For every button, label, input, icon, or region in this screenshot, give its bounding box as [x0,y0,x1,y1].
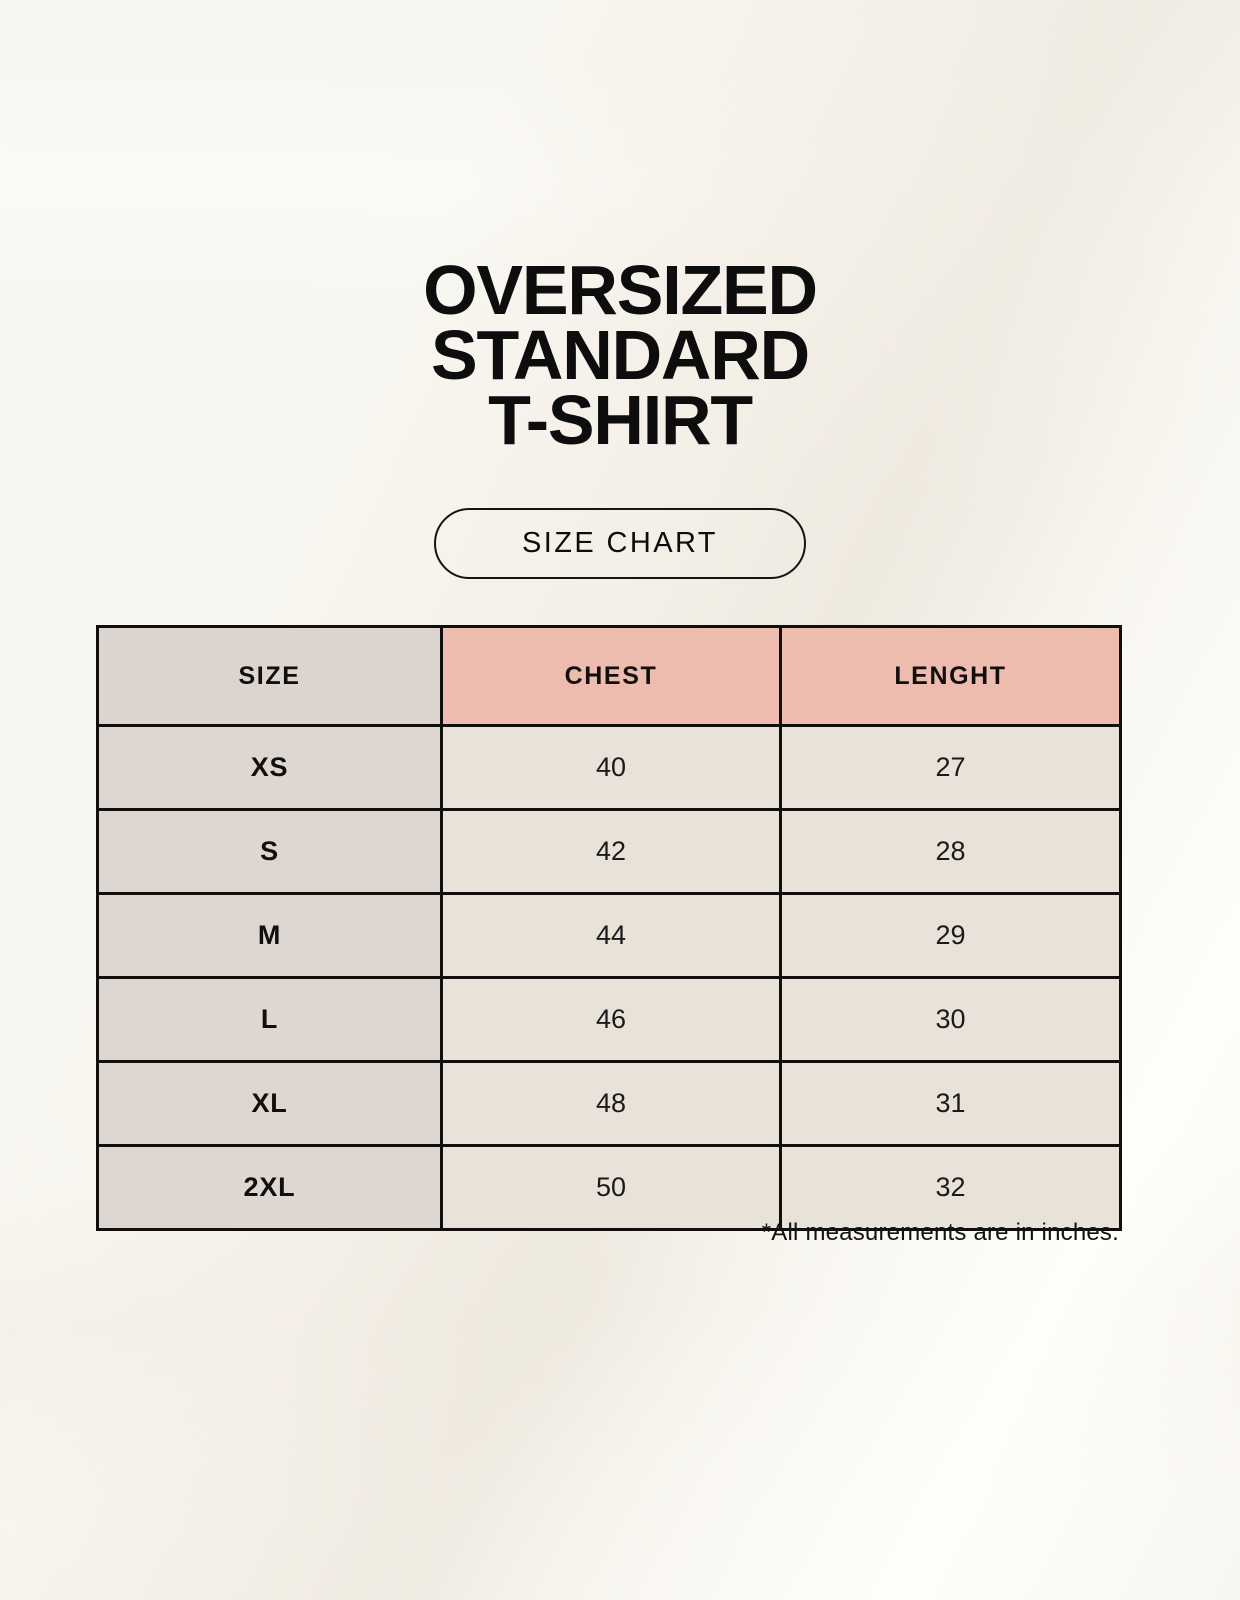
cell-length: 27 [779,724,1122,811]
page-title-line-2: STANDARD [431,316,810,394]
cell-size: 2XL [96,1144,443,1231]
cell-chest: 46 [440,976,782,1063]
badge-container: SIZE CHART [0,508,1240,579]
cell-size: M [96,892,443,979]
measurements-footnote: *All measurements are in inches. [761,1219,1119,1246]
cell-chest: 40 [440,724,782,811]
size-table-head: SIZE CHEST LENGHT [96,625,1122,727]
cell-length: 29 [779,892,1122,979]
cell-size: S [96,808,443,895]
page-title-line-3: T-SHIRT [488,381,753,459]
table-header-row: SIZE CHEST LENGHT [96,625,1122,727]
size-chart-badge: SIZE CHART [434,508,806,579]
table-row: S 42 28 [96,808,1122,895]
table-row: XS 40 27 [96,724,1122,811]
cell-chest: 48 [440,1060,782,1147]
cell-length: 28 [779,808,1122,895]
cell-chest: 44 [440,892,782,979]
size-table-body: XS 40 27 S 42 28 M 44 29 L 46 30 [96,724,1122,1231]
cell-length: 31 [779,1060,1122,1147]
column-header-length: LENGHT [779,625,1122,727]
size-table: SIZE CHEST LENGHT XS 40 27 S 42 28 M [96,625,1122,1231]
page-title-line-1: OVERSIZED [423,251,818,329]
page-title: OVERSIZED STANDARD T-SHIRT [0,251,1240,459]
cell-chest: 42 [440,808,782,895]
table-row: M 44 29 [96,892,1122,979]
cell-size: L [96,976,443,1063]
column-header-size: SIZE [96,625,443,727]
cell-size: XS [96,724,443,811]
column-header-chest: CHEST [440,625,782,727]
table-row: L 46 30 [96,976,1122,1063]
size-table-container: SIZE CHEST LENGHT XS 40 27 S 42 28 M [96,625,1122,1231]
cell-chest: 50 [440,1144,782,1231]
table-row: XL 48 31 [96,1060,1122,1147]
cell-length: 30 [779,976,1122,1063]
table-row: 2XL 50 32 [96,1144,1122,1231]
cell-size: XL [96,1060,443,1147]
cell-length: 32 [779,1144,1122,1231]
